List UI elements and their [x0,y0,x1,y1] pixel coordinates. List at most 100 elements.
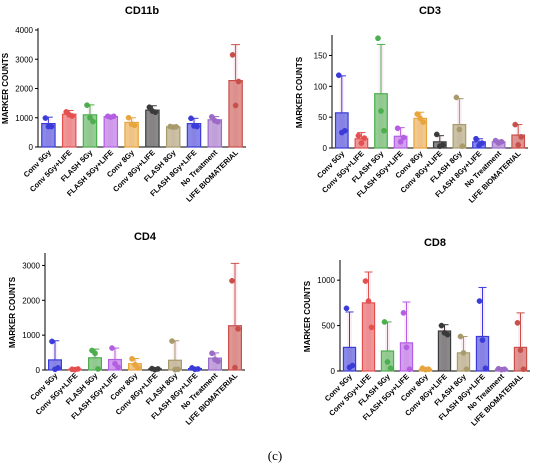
figure-caption: (c) [267,448,283,463]
data-point [403,344,410,351]
data-point [358,140,365,146]
data-point [335,72,342,79]
data-point [110,113,117,120]
data-point [341,127,348,134]
data-point [175,366,181,373]
data-point [229,277,235,284]
y-tick-label: 100 [314,82,328,91]
chart-title: CD4 [134,231,157,243]
data-point [438,322,445,329]
data-point [365,298,372,304]
data-point [349,362,356,369]
bar [61,113,77,148]
bar [228,325,243,371]
data-point [368,324,375,331]
data-point [394,125,401,132]
data-point [361,135,368,141]
data-point [479,337,486,343]
data-point [232,102,239,109]
data-point [208,114,215,120]
data-point [378,108,384,114]
data-point [214,118,221,125]
data-point [109,345,115,351]
y-tick-label: 0 [331,367,336,376]
y-tick-label: 3000 [22,261,40,270]
y-tick-label: 0 [323,144,328,153]
y-tick-label: 500 [322,322,336,331]
data-point [169,338,175,344]
data-point [444,331,451,338]
y-axis-label: MARKER COUNTS [303,280,312,352]
data-point [115,364,121,371]
data-point [173,123,180,130]
data-point [517,347,524,353]
data-point [152,109,159,116]
data-point [400,134,407,141]
bar [145,109,160,148]
data-point [355,132,362,139]
y-tick-label: 1000 [15,114,33,123]
chart-title: CD8 [424,237,446,249]
data-point [135,365,141,371]
data-point [512,121,519,128]
bar [103,115,119,148]
data-point [514,320,521,326]
data-point [131,122,138,129]
data-point [456,126,463,133]
bar [361,302,376,372]
data-point [235,78,242,85]
y-tick-label: 1000 [22,331,40,340]
y-tick-label: 2000 [22,296,40,305]
data-point [375,35,381,42]
data-point [384,359,391,365]
chart-title: CD11b [125,5,160,17]
data-point [400,310,407,316]
data-point [195,366,201,372]
data-point [439,142,446,148]
data-point [397,138,404,145]
data-point [420,119,427,125]
y-axis-label: MARKER COUNTS [295,56,304,128]
data-point [90,118,96,125]
data-point [95,366,101,372]
data-point [425,366,432,373]
y-tick-label: 4000 [15,26,33,35]
data-point [433,131,440,138]
data-point [482,365,489,372]
data-point [48,123,55,130]
data-point [463,366,470,373]
y-tick-label: 50 [318,113,327,122]
chart-title: CD3 [419,5,441,17]
data-point [84,102,90,109]
data-point [381,127,387,134]
data-point [215,358,221,365]
data-point [194,123,200,130]
y-tick-label: 2000 [15,85,33,94]
y-tick-label: 3000 [15,55,33,64]
data-point [406,366,413,373]
data-point [501,366,508,373]
data-point [343,305,350,312]
data-point [457,333,464,340]
y-tick-label: 1000 [317,276,335,285]
data-point [155,366,161,372]
data-point [229,52,236,58]
y-tick-label: 0 [29,143,34,152]
data-point [381,319,388,325]
data-point [87,114,93,121]
data-point [459,143,466,149]
y-tick-label: 150 [314,52,328,61]
data-point [518,134,525,140]
data-point [515,142,522,148]
data-point [362,278,369,284]
data-point [146,104,153,111]
data-point [49,338,55,345]
data-point [476,298,483,304]
data-point [232,364,238,371]
data-point [125,114,132,121]
